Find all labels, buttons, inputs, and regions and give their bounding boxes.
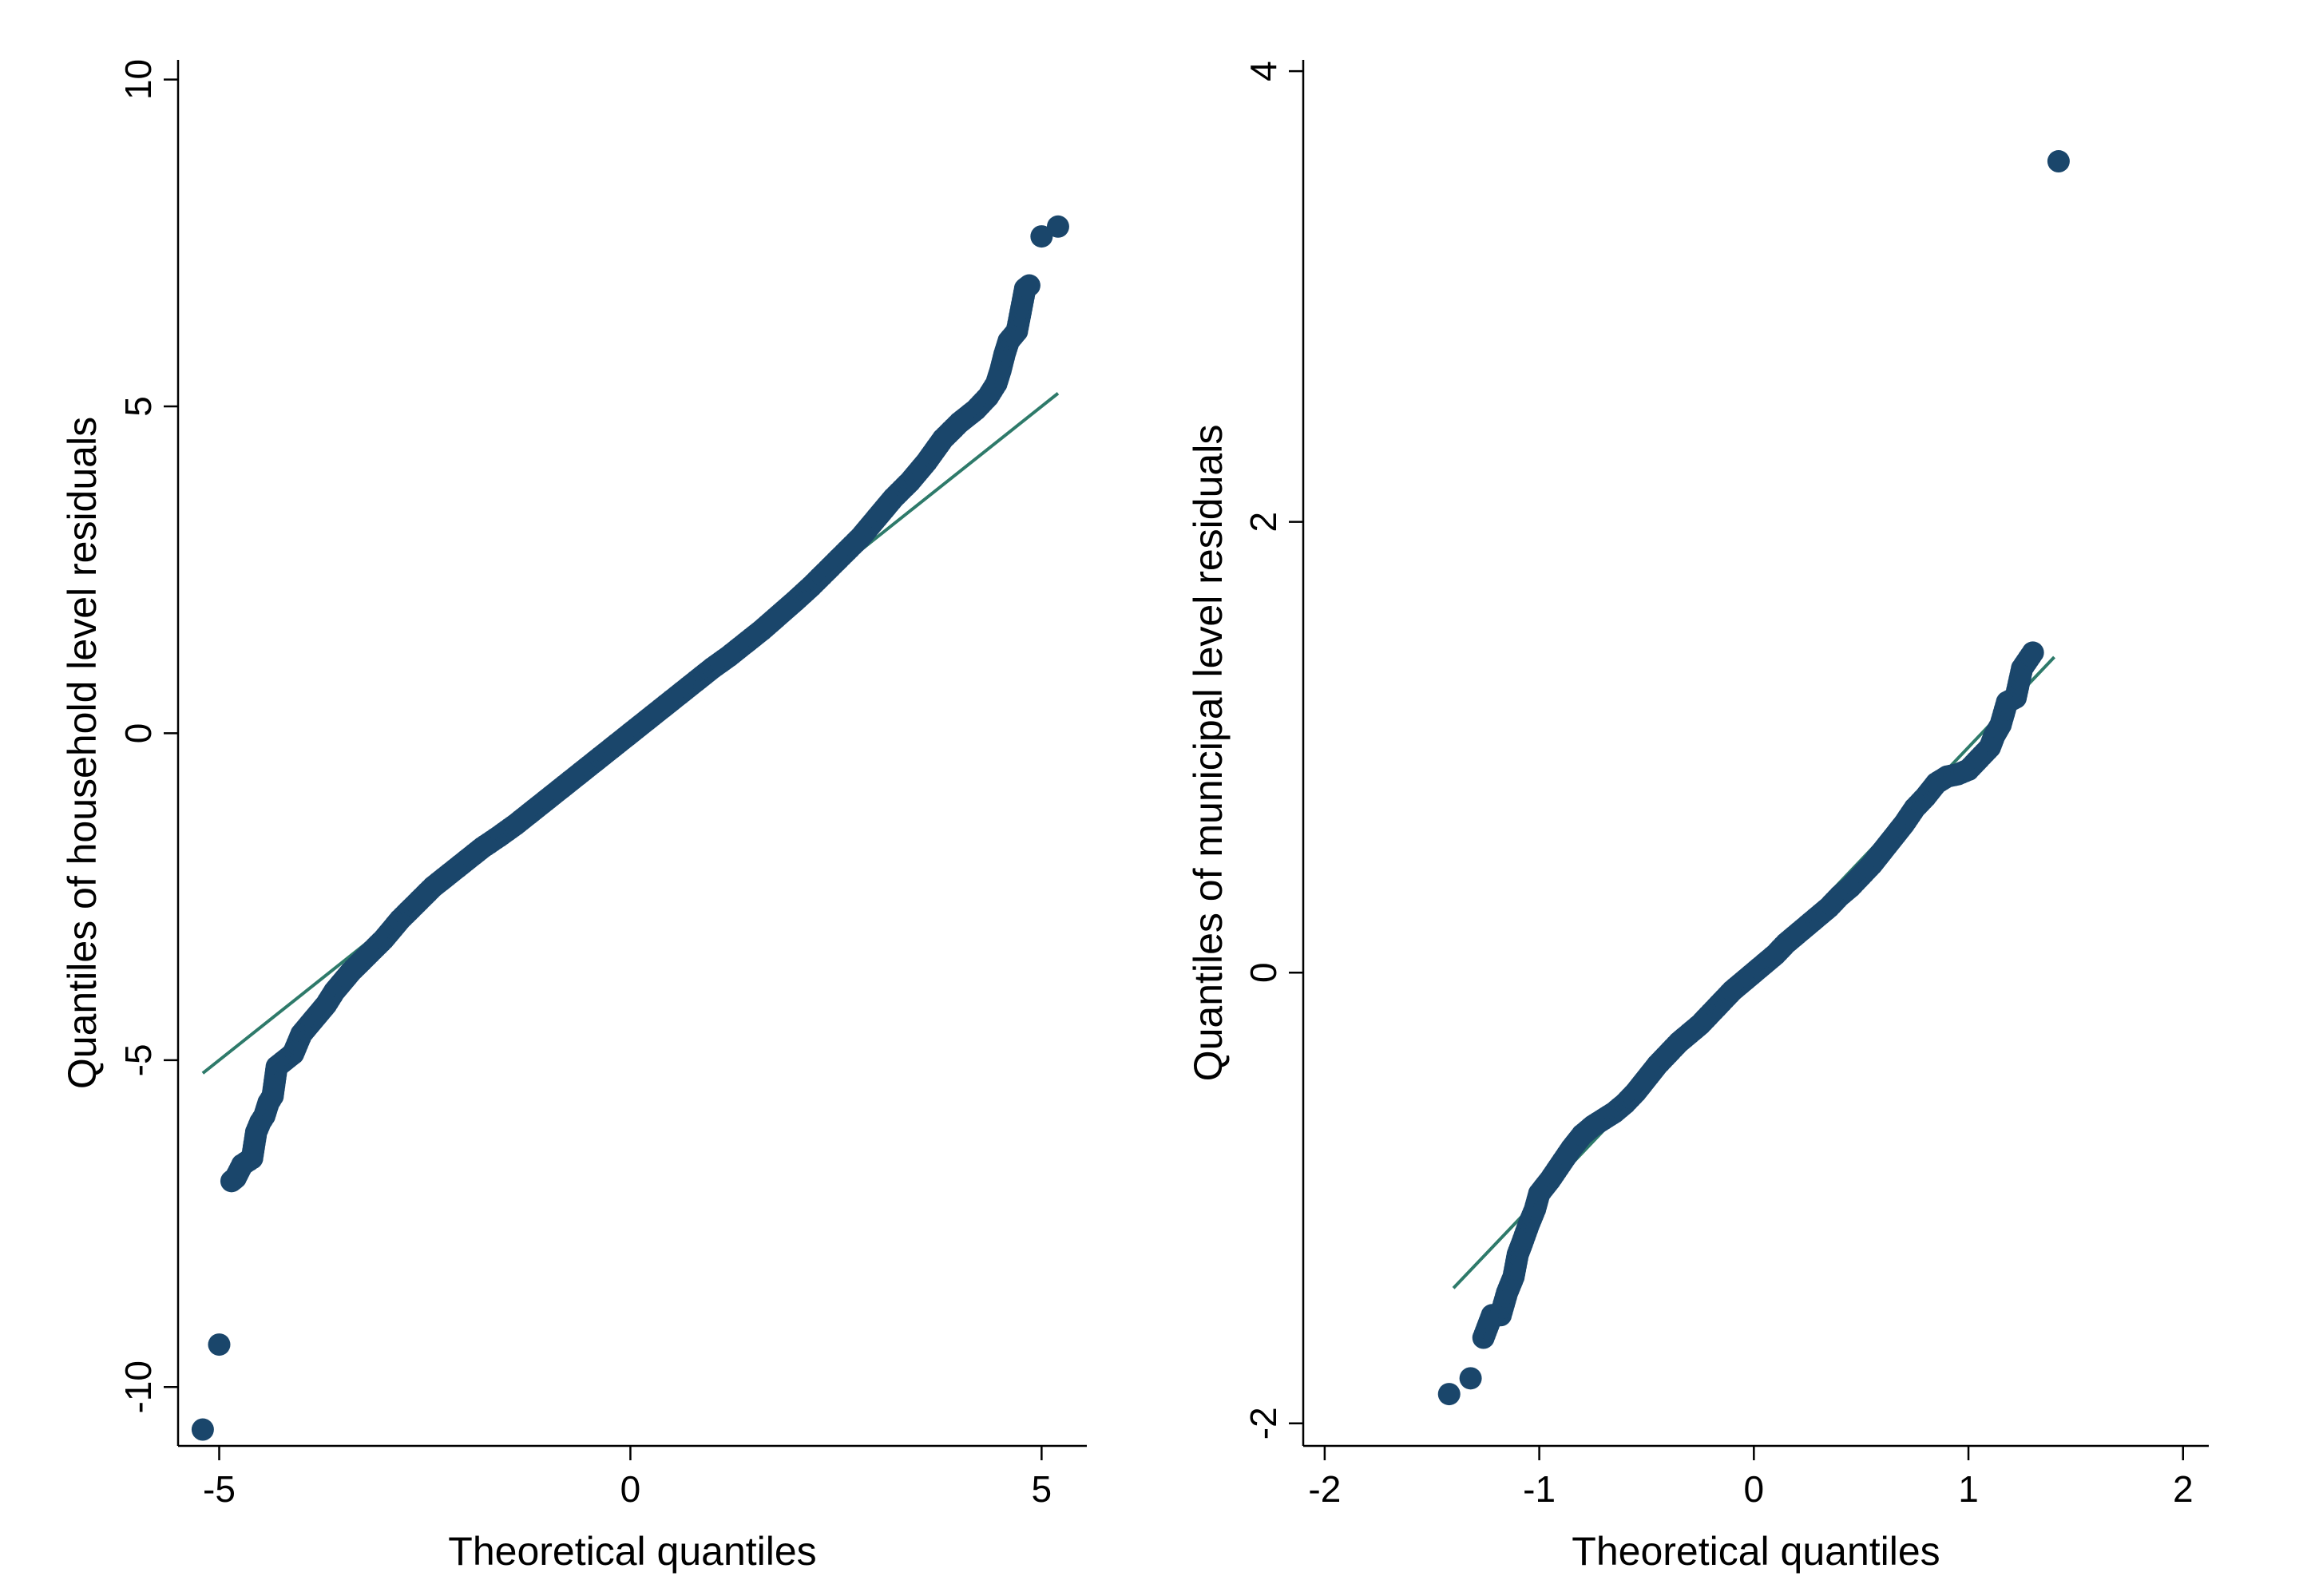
qq-outlier-point xyxy=(208,1333,231,1356)
qq-point xyxy=(2021,641,2044,664)
municipal-residuals-qq-panel: -2 0 2 4 -2 -1 0 1 2 Theoretical quantiles Quan… xyxy=(1186,60,2209,1574)
y-tick-label: -10 xyxy=(117,1360,159,1413)
y-axis-title: Quantiles of municipal level residuals xyxy=(1186,425,1231,1082)
household-residuals-qq-panel: -10 -5 0 5 10 -5 0 5 Theoretical quantiles Qua… xyxy=(60,59,1087,1574)
y-tick-label: 2 xyxy=(1243,512,1284,533)
y-tick-label: 4 xyxy=(1243,61,1284,81)
y-tick-label: -2 xyxy=(1243,1407,1284,1440)
data-points xyxy=(191,215,1069,1441)
y-axis-ticks: -10 -5 0 5 10 xyxy=(117,59,178,1414)
qq-outlier-point xyxy=(2047,150,2070,173)
qq-outlier-point xyxy=(1437,1383,1461,1406)
data-points xyxy=(1437,150,2070,1406)
y-axis-ticks: -2 0 2 4 xyxy=(1243,61,1303,1440)
x-tick-label: 2 xyxy=(2173,1468,2194,1510)
x-tick-label: 1 xyxy=(1958,1468,1979,1510)
x-axis-title: Theoretical quantiles xyxy=(1572,1529,1940,1574)
x-axis-ticks: -5 0 5 xyxy=(203,1446,1052,1510)
y-tick-label: -5 xyxy=(117,1044,159,1076)
x-axis-title: Theoretical quantiles xyxy=(448,1529,816,1574)
y-tick-label: 10 xyxy=(117,59,159,100)
x-axis-ticks: -2 -1 0 1 2 xyxy=(1308,1446,2194,1510)
x-tick-label: -1 xyxy=(1523,1468,1556,1510)
qq-outlier-point xyxy=(1459,1367,1482,1390)
x-tick-label: 5 xyxy=(1032,1468,1052,1510)
qq-outlier-point xyxy=(1046,215,1069,238)
y-axis-title: Quantiles of household level residuals xyxy=(60,417,105,1089)
qq-outlier-point xyxy=(1030,225,1053,248)
y-tick-label: 0 xyxy=(1243,962,1284,983)
x-tick-label: 0 xyxy=(1744,1468,1765,1510)
qq-outlier-point xyxy=(191,1418,214,1441)
x-tick-label: -2 xyxy=(1308,1468,1341,1510)
x-tick-label: -5 xyxy=(203,1468,236,1510)
qq-point xyxy=(1017,274,1041,297)
x-tick-label: 0 xyxy=(620,1468,641,1510)
y-tick-label: 0 xyxy=(117,723,159,744)
y-tick-label: 5 xyxy=(117,396,159,417)
